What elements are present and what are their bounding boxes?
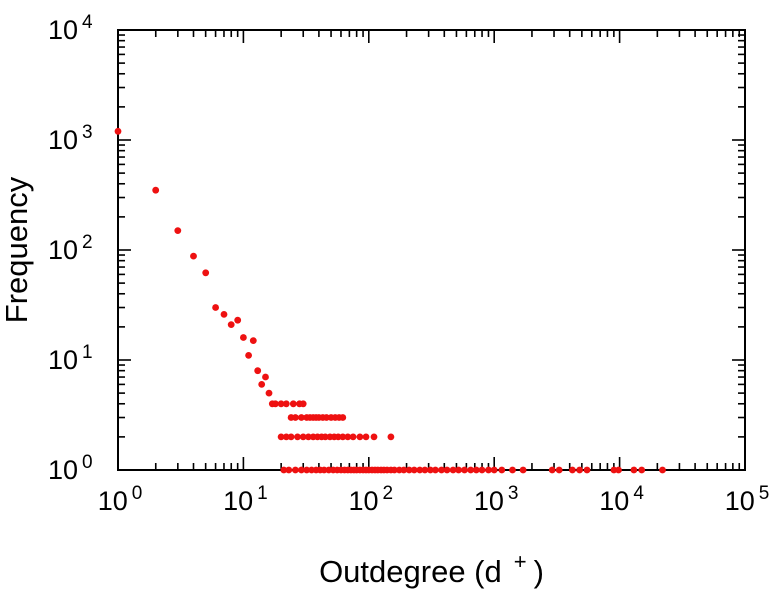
data-point [265,389,273,397]
data-point [569,466,576,474]
data-point [638,466,646,474]
data-point [467,466,475,474]
data-point [498,466,506,474]
data-point [249,337,257,344]
data-point [277,433,285,441]
data-point [461,466,468,474]
data-point [277,400,285,408]
data-point [615,466,622,474]
data-point [443,466,451,474]
data-point [245,352,253,359]
x-tick-label: 10 1 [223,483,268,516]
y-tick-label: 10 4 [48,12,93,45]
data-point [339,414,347,421]
data-point [509,466,516,474]
plot-frame [117,29,746,471]
data-point [478,466,486,474]
data-point [152,186,160,194]
x-tick-label: 10 4 [599,483,644,516]
data-points [114,127,666,474]
data-point [220,311,228,318]
y-tick-label: 10 0 [48,452,93,485]
data-point [254,367,262,375]
data-point [262,373,269,381]
data-point [227,321,235,328]
data-point [282,433,290,441]
data-point [405,466,413,474]
data-point [519,466,527,474]
x-axis-label: Outdegree (d +) [319,549,544,589]
x-tick-label: 10 0 [98,483,143,516]
data-point [548,466,556,474]
data-point [455,466,462,474]
data-point [576,466,583,474]
data-point [285,466,293,474]
data-point [298,466,305,474]
data-point [303,466,311,474]
data-point [472,466,480,474]
x-tick-label: 10 5 [725,483,770,516]
data-point [339,433,347,441]
x-tick-label: 10 3 [474,483,519,516]
data-point [485,466,492,474]
y-tick-label: 10 1 [48,342,93,375]
data-point [234,316,242,324]
data-point [174,227,182,235]
data-point [305,433,312,441]
data-point [287,433,295,441]
data-point [240,334,247,341]
data-point [280,466,288,474]
data-point [258,381,266,388]
data-point [438,466,445,474]
data-point [362,433,370,441]
x-tick-label: 10 2 [348,483,393,516]
data-point [583,466,591,474]
data-point [294,433,301,441]
data-point [370,433,378,441]
data-point [292,414,299,421]
y-tick-label: 10 3 [48,122,93,155]
data-point [427,466,434,474]
data-point [114,127,122,135]
data-point [432,466,439,474]
data-point [299,433,307,441]
data-point [630,466,638,474]
data-point [289,400,297,408]
data-point [344,433,352,441]
data-point [410,466,418,474]
data-point [212,304,220,311]
data-point [282,400,290,408]
data-point [400,466,408,474]
y-axis-label: Frequency [0,176,34,323]
y-tick-label: 10 2 [48,232,93,265]
data-point [416,466,424,474]
tick-labels: 10 0 10 1 10 2 10 3 10 4 10 5 10 0 10 1 10 2 10 3 10 4 [48,12,769,516]
data-point [421,466,429,474]
data-point [272,400,279,408]
data-point [490,466,498,474]
data-point [349,433,357,441]
data-point [292,466,299,474]
data-point [555,466,563,474]
data-point [387,433,395,441]
data-point [202,269,210,277]
data-point [449,466,457,474]
data-point [391,466,398,474]
data-point [356,433,364,441]
data-point [320,466,328,474]
tick-marks [117,29,746,471]
data-point [190,252,197,260]
data-point [321,433,329,441]
data-point [299,400,307,408]
data-point [298,414,305,421]
data-point [659,466,666,474]
